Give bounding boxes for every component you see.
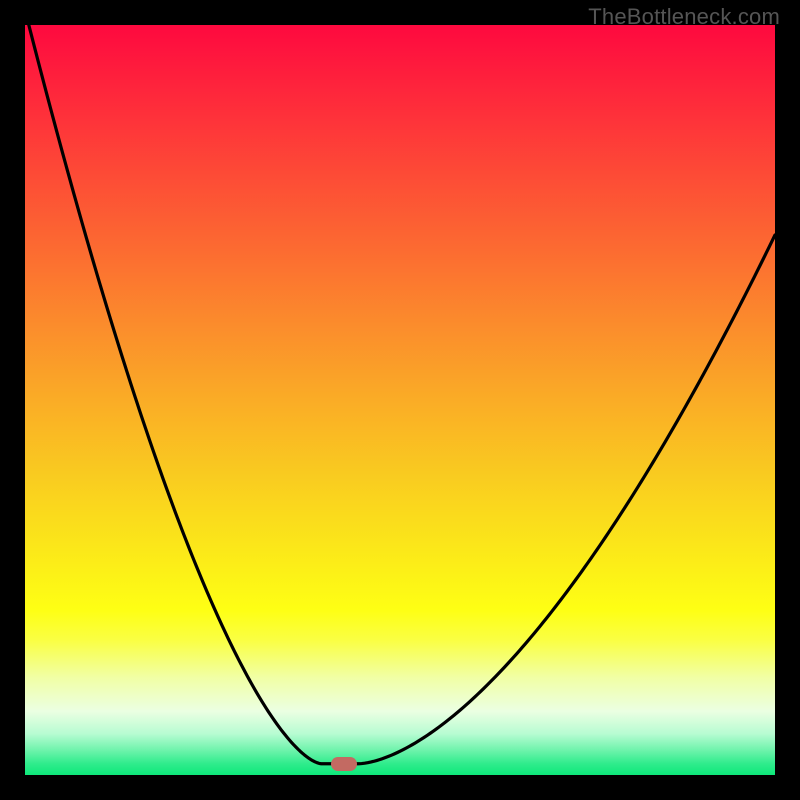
chart-frame: TheBottleneck.com — [0, 0, 800, 800]
plot-area — [25, 25, 775, 775]
bottleneck-curve — [25, 25, 775, 775]
optimum-marker — [331, 757, 357, 771]
